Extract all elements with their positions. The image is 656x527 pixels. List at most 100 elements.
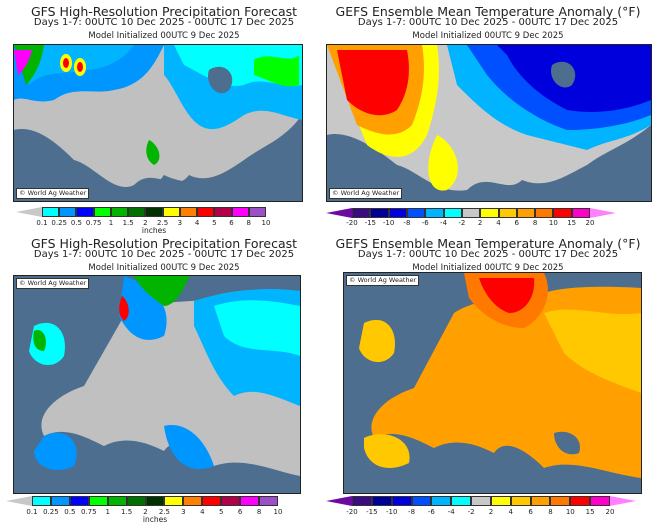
colorbar-tick-label: -10 [385,508,398,516]
colorbar-segment [443,208,462,218]
panel-init: Model Initialized 00UTC 9 Dec 2025 [88,31,240,41]
colorbar-tick-label: 4 [200,508,205,516]
panel-subtitle: Days 1-7: 00UTC 10 Dec 2025 - 00UTC 17 D… [357,249,619,260]
colorbar-segment [411,496,432,506]
colorbar-tick-label: 0.25 [43,508,59,516]
colorbar-tick-label: 0.75 [85,219,102,227]
panel-title: GEFS Ensemble Mean Temperature Anomaly (… [335,4,641,19]
colorbar-segment [352,208,371,218]
colorbar-segment [214,207,232,217]
credit-label: © World Ag Weather [16,188,90,199]
colorbar-tick-label: 4 [194,219,200,227]
colorbar-tick-label: 5 [218,508,224,516]
temp-colorbar-ticks: -20 -15 -10 -8 -6 -4 -2 2 4 6 8 10 15 20 [326,219,616,228]
precip-colorbar [6,496,304,506]
us-temp-map: © World Ag Weather [326,44,652,202]
colorbar-tick-label: -4 [440,219,448,227]
colorbar-tick-label: 0.5 [64,508,76,516]
colorbar-tick-label: 10 [565,508,575,516]
colorbar-tick-label: 0.1 [36,219,48,227]
colorbar-unit: inches [142,515,168,524]
colorbar-segment [59,207,77,217]
colorbar-tick-label: -6 [427,508,435,516]
europe-precip-panel: GFS High-Resolution Precipitation Foreca… [0,232,320,527]
colorbar-segment [535,208,554,218]
colorbar-tick-label: 20 [605,508,615,516]
colorbar-segment [183,496,203,506]
colorbar-segment [128,207,146,217]
temp-colorbar [326,208,617,218]
colorbar-tick-label: -6 [421,219,429,227]
colorbar-segment [371,496,392,506]
colorbar-tick-label: 2 [488,508,494,516]
colorbar-tick-label: 1.5 [121,508,133,516]
colorbar-segment [164,496,184,506]
colorbar-segment [202,496,222,506]
credit-label: © World Ag Weather [346,275,420,286]
colorbar-segment [431,496,452,506]
credit-label: © World Ag Weather [329,188,403,199]
colorbar-tick-label: 0.1 [26,508,38,516]
colorbar-segment [425,208,444,218]
colorbar-tick-label: 6 [229,219,234,227]
colorbar-tick-label: 1.5 [122,219,134,227]
colorbar-segment [221,496,241,506]
colorbar-tick-label: 8 [256,508,262,516]
panel-subtitle: Days 1-7: 00UTC 10 Dec 2025 - 00UTC 17 D… [357,17,619,28]
colorbar-tick-label: 3 [181,508,186,516]
colorbar-segment [88,496,108,506]
colorbar-tick-label: -20 [346,508,358,516]
colorbar-tick-label: 1 [108,219,114,227]
colorbar-tick-label: 15 [567,219,577,227]
precip-colorbar [16,207,293,217]
colorbar-tick-label: 8 [532,219,538,227]
colorbar-tick-label: 6 [514,219,519,227]
colorbar-segment [107,496,127,506]
colorbar-segment [259,496,278,506]
colorbar-segment [162,207,180,217]
colorbar-tick-label: 2.5 [158,508,171,516]
colorbar-tick-label: 0.25 [51,219,68,227]
panel-title: GEFS Ensemble Mean Temperature Anomaly (… [335,236,641,251]
colorbar-tick-label: 20 [585,219,595,227]
europe-precip-map-graphic [14,276,300,493]
panel-init: Model Initialized 00UTC 9 Dec 2025 [412,263,564,273]
colorbar-tick-label: 6 [528,508,533,516]
colorbar-segment [406,208,426,218]
europe-temp-panel: GEFS Ensemble Mean Temperature Anomaly (… [320,232,656,527]
colorbar-tick-label: -2 [467,508,475,516]
colorbar-segment [370,208,389,218]
colorbar-segment [69,496,89,506]
us-temp-map-graphic [327,45,651,191]
us-precip-panel: GFS High-Resolution Precipitation Foreca… [0,0,320,235]
colorbar-segment [451,496,472,506]
colorbar-over-arrow [266,207,293,217]
colorbar-tick-label: 2 [143,219,148,227]
colorbar-tick-label: 2.5 [157,219,169,227]
colorbar-segment [388,208,407,218]
colorbar-tick-label: -10 [382,219,395,227]
colorbar-segment [510,496,531,506]
colorbar-tick-label: 4 [496,219,501,227]
colorbar-segment [553,208,572,218]
europe-temp-map: © World Ag Weather [343,272,642,494]
us-temp-panel: GEFS Ensemble Mean Temperature Anomaly (… [320,0,656,232]
panel-subtitle: Days 1-7: 00UTC 10 Dec 2025 - 00UTC 17 D… [33,249,295,260]
colorbar-segment [570,496,591,506]
colorbar-segment [248,207,267,217]
colorbar-tick-label: 4 [508,508,513,516]
precip-colorbar-ticks: 0.1 0.25 0.5 0.75 1 1.5 2 2.5 3 4 5 6 8 10 [16,219,292,228]
colorbar-tick-label: 5 [212,219,217,227]
colorbar-segment [490,496,511,506]
colorbar-under-arrow [326,208,352,218]
colorbar-segment [197,207,215,217]
colorbar-segment [498,208,517,218]
colorbar-tick-label: 1 [105,508,110,516]
colorbar-tick-label: 8 [246,219,251,227]
colorbar-tick-label: 10 [261,219,271,227]
panel-subtitle: Days 1-7: 00UTC 10 Dec 2025 - 00UTC 17 D… [33,17,295,28]
colorbar-over-arrow [590,208,617,218]
panel-title: GFS High-Resolution Precipitation Foreca… [30,4,298,19]
colorbar-segment [516,208,536,218]
colorbar-tick-label: 8 [548,508,553,516]
